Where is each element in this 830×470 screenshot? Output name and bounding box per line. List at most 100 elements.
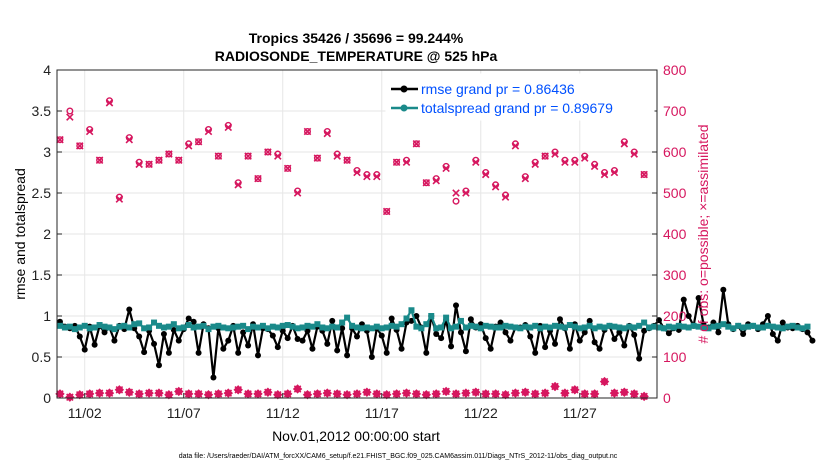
- totalspread-point: [155, 322, 162, 329]
- rmse-point: [581, 329, 588, 336]
- totalspread-point: [126, 324, 133, 331]
- totalspread-point: [200, 322, 207, 329]
- totalspread-point: [720, 321, 727, 328]
- obs-assimilated-point: [580, 154, 589, 162]
- x-tick-label: 11/27: [563, 405, 597, 421]
- totalspread-point: [561, 324, 568, 331]
- rmse-point: [769, 331, 776, 338]
- totalspread-point: [556, 323, 563, 330]
- rmse-point: [344, 352, 351, 359]
- obs-bottom-assimilated-point: [283, 390, 292, 398]
- obs-assimilated-point: [521, 174, 530, 183]
- rmse-point: [339, 325, 346, 332]
- rmse-point: [680, 296, 687, 303]
- obs-bottom-assimilated-point: [462, 389, 470, 397]
- totalspread-point: [527, 324, 534, 331]
- y-right-tick-label: 800: [663, 62, 687, 78]
- obs-bottom-assimilated-point: [145, 389, 153, 397]
- rmse-point: [101, 329, 108, 336]
- totalspread-point: [586, 322, 593, 329]
- rmse-point: [487, 345, 494, 352]
- obs-assimilated-point: [442, 164, 450, 173]
- obs-possible-point: [284, 164, 292, 172]
- rmse-point: [636, 355, 643, 362]
- obs-assimilated-point: [264, 148, 272, 156]
- rmse-point: [809, 337, 816, 344]
- totalspread-point: [378, 325, 385, 332]
- obs-possible-point: [145, 160, 153, 168]
- rmse-point: [507, 337, 514, 344]
- obs-assimilated-point: [452, 189, 460, 197]
- totalspread-point: [428, 313, 435, 319]
- rmse-point: [354, 333, 360, 340]
- totalspread-point: [76, 324, 83, 331]
- rmse-point: [576, 337, 583, 344]
- y-right-tick-label: 700: [663, 103, 687, 119]
- obs-assimilated-point: [184, 142, 193, 150]
- obs-bottom-assimilated-point: [105, 389, 114, 397]
- totalspread-point: [799, 325, 806, 332]
- obs-assimilated-point: [422, 178, 431, 187]
- obs-bottom-assimilated-point: [590, 390, 599, 398]
- totalspread-point: [354, 324, 360, 331]
- totalspread-point: [537, 325, 544, 332]
- totalspread-point: [61, 324, 68, 331]
- y-axis-right-label: # of obs: o=possible; ×=assimilated: [695, 124, 711, 343]
- obs-bottom-assimilated-point: [472, 388, 480, 397]
- obs-bottom-assimilated-point: [491, 390, 500, 398]
- totalspread-point: [646, 324, 653, 331]
- totalspread-point: [339, 319, 346, 326]
- totalspread-point: [408, 307, 415, 314]
- series-layer: [55, 97, 816, 402]
- totalspread-point: [230, 324, 237, 331]
- totalspread-point: [101, 323, 108, 330]
- obs-bottom-assimilated-point: [630, 390, 638, 398]
- totalspread-point: [309, 323, 316, 330]
- rmse-point: [715, 329, 722, 336]
- rmse-point: [245, 342, 252, 349]
- obs-bottom-assimilated-point: [85, 390, 94, 398]
- totalspread-point: [497, 324, 504, 331]
- totalspread-point: [680, 323, 687, 330]
- obs-assimilated-point: [125, 135, 134, 144]
- obs-assimilated-point: [155, 156, 163, 164]
- rmse-point: [240, 329, 247, 336]
- totalspread-point: [502, 322, 509, 329]
- rmse-point: [190, 318, 197, 325]
- obs-assimilated-point: [56, 135, 64, 144]
- obs-possible-point: [214, 152, 222, 160]
- totalspread-point: [457, 317, 464, 324]
- totalspread-point: [160, 324, 167, 331]
- obs-assimilated-point: [571, 158, 579, 167]
- y-axis-left-label: rmse and totalspread: [12, 168, 28, 300]
- legend-box: [385, 73, 655, 121]
- obs-assimilated-point: [204, 127, 213, 136]
- rmse-point: [91, 341, 98, 348]
- obs-possible-point: [343, 156, 351, 164]
- obs-bottom-assimilated-point: [392, 390, 401, 398]
- axis-ticks: 0 0.5 1 1.5 2 2.5 3 3.5 4 0 100 200 300 400 500 600 700 8…: [32, 62, 687, 421]
- obs-bottom-assimilated-point: [293, 385, 302, 393]
- obs-bottom-assimilated-point: [264, 388, 272, 397]
- obs-possible-point: [383, 207, 391, 215]
- totalspread-point: [448, 325, 455, 332]
- totalspread-point: [185, 322, 192, 329]
- obs-bottom-assimilated-point: [313, 390, 322, 398]
- obs-assimilated-point: [620, 140, 629, 148]
- totalspread-point: [626, 323, 633, 330]
- obs-bottom-assimilated-point: [66, 393, 74, 401]
- totalspread-point: [710, 323, 717, 330]
- totalspread-point: [388, 322, 395, 329]
- rmse-point: [552, 340, 559, 347]
- rmse-point: [665, 330, 672, 337]
- totalspread-point: [170, 321, 177, 328]
- rmse-point: [641, 327, 648, 334]
- totalspread-point: [552, 322, 559, 329]
- legend: rmse grand pr = 0.86436 totalspread gran…: [385, 73, 655, 121]
- totalspread-point: [418, 325, 425, 332]
- obs-assimilated-point: [303, 127, 312, 136]
- obs-bottom-assimilated-point: [521, 388, 530, 397]
- totalspread-point: [368, 325, 375, 332]
- rmse-point: [126, 306, 133, 313]
- rmse-point: [81, 346, 88, 353]
